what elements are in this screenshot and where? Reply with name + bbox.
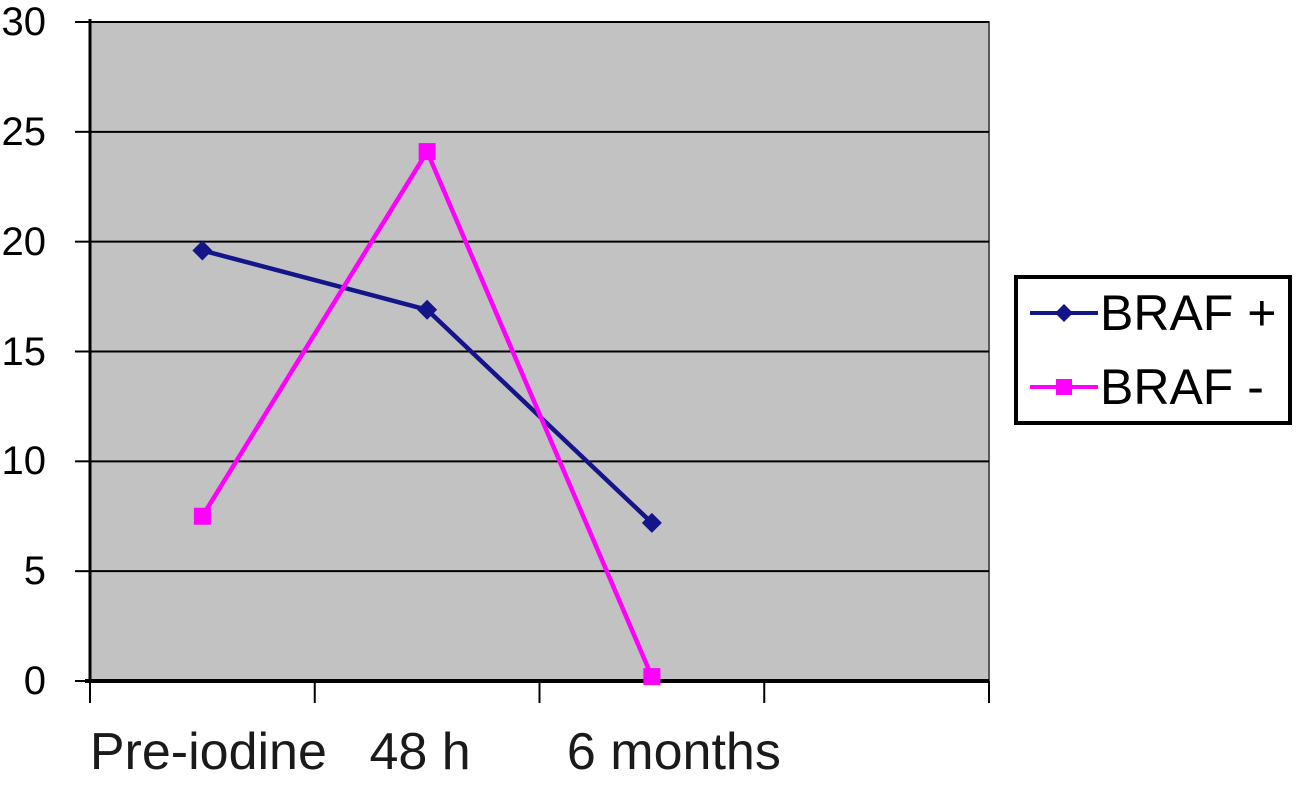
y-axis-tick-label: 25 [1, 109, 47, 154]
braf-plus-line-sample-icon [1030, 304, 1098, 322]
data-point-marker [643, 668, 661, 686]
x-axis-category-label: Pre-iodine [89, 723, 327, 781]
x-axis-category-label: 48 h [369, 723, 471, 781]
data-point-marker [192, 240, 213, 261]
data-point-marker [417, 299, 438, 320]
braf-minus-line-sample-icon [1030, 379, 1098, 395]
y-axis-tick-label: 0 [23, 659, 46, 703]
legend-label-braf-minus: BRAF - [1100, 359, 1264, 415]
data-point-marker [418, 143, 436, 161]
y-axis-tick-label: 10 [1, 439, 47, 484]
y-axis-tick-label: 5 [23, 549, 46, 594]
data-point-marker [193, 507, 211, 525]
y-axis-tick-label: 15 [1, 329, 47, 374]
legend-label-braf-plus: BRAF + [1100, 285, 1277, 341]
data-point-marker [641, 512, 662, 533]
y-axis-tick-label: 30 [1, 0, 47, 44]
legend-entry-braf-minus: BRAF - [1030, 361, 1288, 413]
x-axis-category-label: 6 months [566, 723, 781, 781]
y-axis-tick-label: 20 [1, 219, 47, 264]
legend: BRAF + BRAF - [1014, 275, 1292, 425]
legend-entry-braf-plus: BRAF + [1030, 287, 1288, 339]
